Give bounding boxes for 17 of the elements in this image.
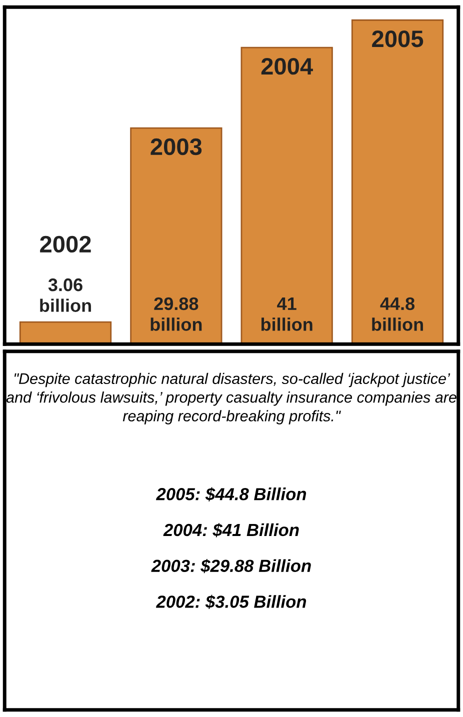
data-label: 44.8 billion [372,297,423,331]
data-label: 3.06 billion [40,278,91,312]
text: "Despite catastrophic natural disasters, so-called ‘jackpot justice’ and ‘frivolous lawsuits,’ property casualty insurance companies are reaping record-breaking profits." [6,372,456,424]
x-tick-label: 2003 [150,138,202,156]
text: 2003: $29.88 Billion [151,558,311,574]
text: 2005: $44.8 Billion [156,487,306,502]
text: 2004: $41 Billion [163,523,299,538]
bar [240,46,333,344]
bar [19,321,112,344]
data-label: 29.88 billion [150,297,202,331]
text: 2002: $3.05 Billion [156,594,306,609]
bar [130,127,222,344]
x-tick-label: 2005 [372,30,424,48]
x-tick-label: 2004 [261,58,313,75]
bar [351,19,444,344]
x-tick-label: 2002 [40,236,91,253]
data-label: 41 billion [261,298,312,331]
